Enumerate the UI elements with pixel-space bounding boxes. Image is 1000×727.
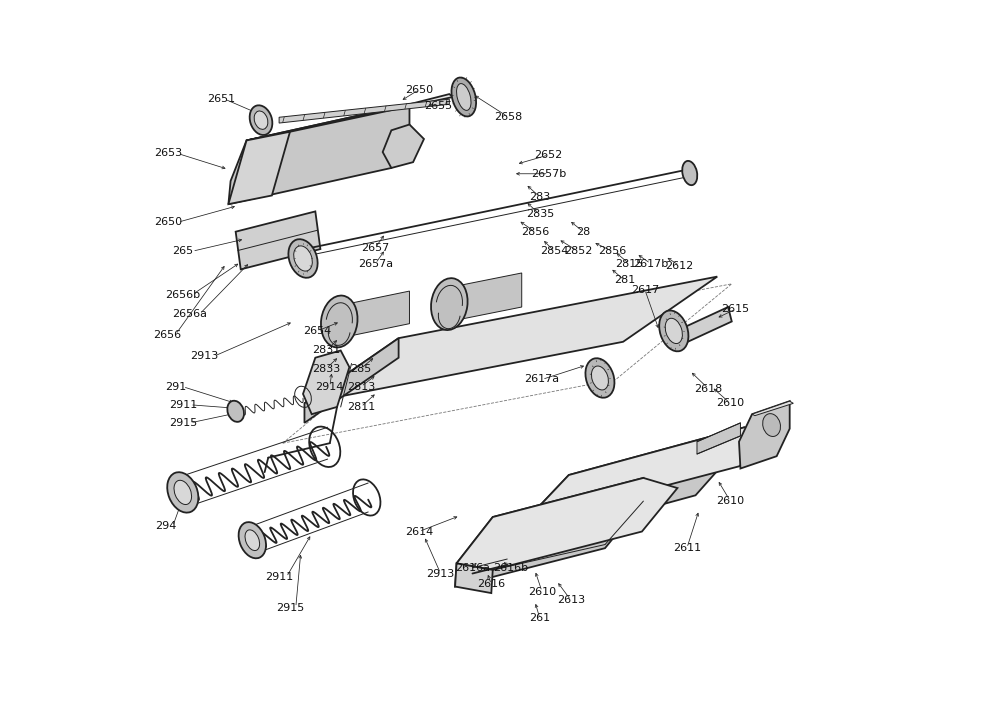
Text: 283: 283 (529, 192, 550, 202)
Text: 281: 281 (614, 276, 635, 285)
Text: 2614: 2614 (405, 526, 433, 537)
Text: 261: 261 (529, 614, 550, 624)
Text: 2612: 2612 (665, 261, 694, 270)
Text: 2611: 2611 (673, 543, 701, 553)
Text: 2651: 2651 (207, 95, 235, 104)
Text: 294: 294 (155, 521, 176, 531)
Text: 2656a: 2656a (173, 309, 208, 319)
Text: 285: 285 (350, 364, 372, 374)
Polygon shape (228, 132, 290, 204)
Text: 2914: 2914 (316, 382, 344, 392)
Ellipse shape (763, 414, 780, 436)
Ellipse shape (239, 522, 266, 558)
Ellipse shape (659, 310, 688, 351)
Polygon shape (530, 427, 777, 515)
Polygon shape (520, 512, 565, 543)
Text: 2610: 2610 (716, 398, 744, 409)
Text: 2618: 2618 (694, 384, 723, 394)
Polygon shape (236, 212, 320, 269)
Text: 2657: 2657 (361, 243, 390, 252)
Text: 2610: 2610 (716, 496, 744, 506)
Ellipse shape (250, 105, 272, 135)
Text: 2915: 2915 (169, 418, 197, 428)
Text: 291: 291 (165, 382, 186, 392)
Text: 2613: 2613 (557, 595, 585, 606)
Text: 2650: 2650 (405, 85, 433, 95)
Text: 2913: 2913 (190, 351, 219, 361)
Ellipse shape (321, 296, 358, 348)
Text: 2616b: 2616b (493, 563, 528, 573)
Text: 2655: 2655 (424, 101, 453, 111)
Text: 2656: 2656 (153, 329, 181, 340)
Polygon shape (228, 104, 409, 204)
Text: 2657b: 2657b (531, 169, 566, 179)
Text: 2913: 2913 (426, 569, 455, 579)
Polygon shape (304, 338, 399, 423)
Text: 2617b: 2617b (633, 259, 668, 268)
Text: 2616: 2616 (477, 579, 505, 590)
Text: 2856: 2856 (598, 246, 626, 256)
Text: 2617a: 2617a (524, 374, 560, 385)
Polygon shape (457, 478, 677, 570)
Text: 2833: 2833 (312, 364, 340, 374)
Ellipse shape (431, 278, 468, 330)
Text: 2911: 2911 (169, 400, 197, 410)
Text: 2656b: 2656b (165, 289, 200, 300)
Text: 28: 28 (576, 227, 590, 237)
Text: 2854: 2854 (540, 246, 569, 256)
Polygon shape (279, 99, 449, 123)
Polygon shape (520, 427, 745, 543)
Polygon shape (383, 124, 424, 168)
Text: 2856: 2856 (521, 227, 549, 237)
Text: 2652: 2652 (534, 150, 563, 160)
Text: 2657a: 2657a (358, 259, 393, 268)
Ellipse shape (245, 530, 260, 550)
Polygon shape (304, 276, 717, 403)
Text: 2610: 2610 (528, 587, 556, 597)
Ellipse shape (227, 401, 244, 422)
Text: 2650: 2650 (154, 217, 182, 228)
Polygon shape (697, 423, 740, 454)
Text: 2658: 2658 (495, 112, 523, 122)
Text: 2616a: 2616a (455, 563, 490, 573)
Text: 2813: 2813 (347, 382, 375, 392)
Ellipse shape (254, 111, 268, 129)
Text: 265: 265 (172, 246, 193, 256)
Text: 2831: 2831 (312, 345, 340, 356)
Text: 2654: 2654 (303, 326, 332, 336)
Text: 2653: 2653 (154, 148, 182, 158)
Ellipse shape (174, 481, 192, 505)
Polygon shape (303, 350, 349, 414)
Text: 2815: 2815 (615, 259, 643, 268)
Polygon shape (681, 307, 732, 343)
Text: 2835: 2835 (526, 209, 554, 220)
Polygon shape (455, 478, 643, 587)
Polygon shape (752, 401, 793, 416)
Text: 2615: 2615 (721, 304, 749, 314)
Ellipse shape (451, 78, 476, 116)
Ellipse shape (591, 366, 608, 390)
Ellipse shape (682, 161, 697, 185)
Ellipse shape (294, 246, 312, 271)
Polygon shape (247, 94, 453, 140)
Text: 2911: 2911 (265, 572, 293, 582)
Text: 2852: 2852 (564, 246, 592, 256)
Polygon shape (739, 401, 790, 468)
Polygon shape (455, 563, 493, 593)
Ellipse shape (457, 84, 471, 111)
Ellipse shape (167, 473, 198, 513)
Ellipse shape (585, 358, 614, 398)
Text: 2617: 2617 (631, 285, 659, 294)
Ellipse shape (288, 239, 318, 278)
Text: 2811: 2811 (347, 402, 375, 412)
Ellipse shape (665, 318, 682, 344)
Text: 2915: 2915 (276, 603, 304, 613)
Polygon shape (449, 273, 522, 321)
Polygon shape (339, 291, 409, 338)
